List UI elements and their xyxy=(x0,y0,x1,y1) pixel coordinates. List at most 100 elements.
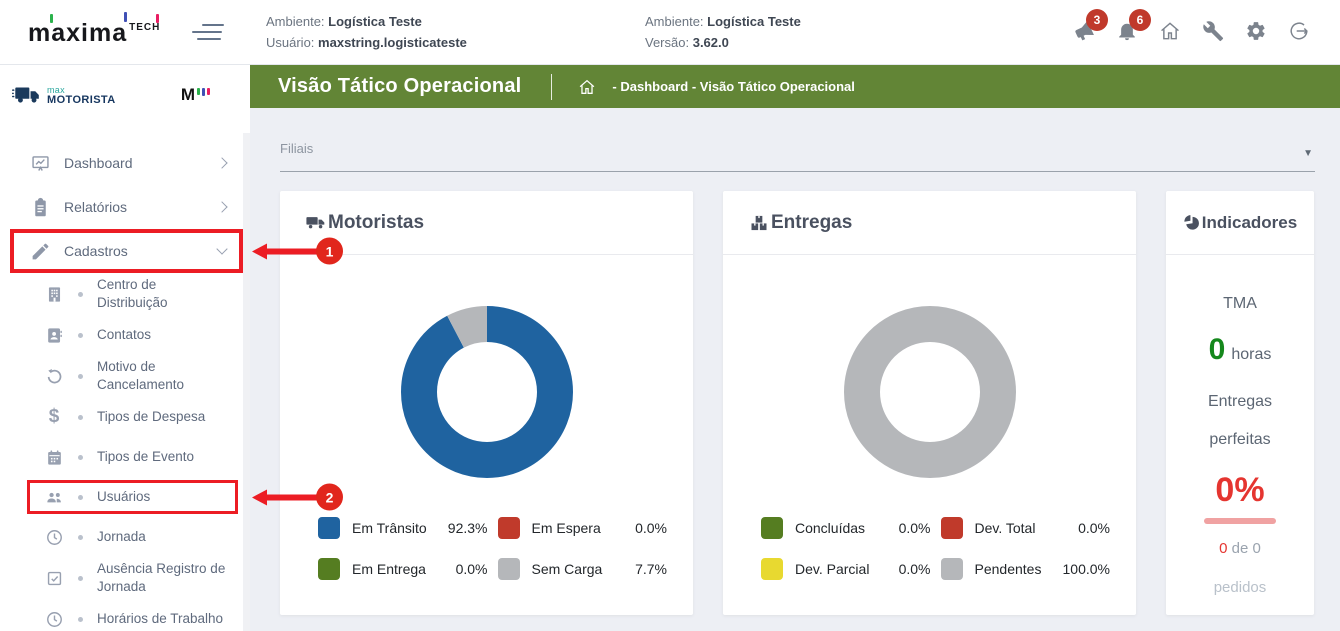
legend-label: Dev. Total xyxy=(974,520,1036,536)
logo-area: maxima TECH xyxy=(0,0,250,65)
environment-version-info: Ambiente: Logística Teste Versão: 3.62.0 xyxy=(645,11,801,53)
user-label: Usuário: xyxy=(266,35,315,50)
legend-swatch xyxy=(497,517,520,539)
legend-item: Em Espera 0.0% xyxy=(497,517,667,539)
home-icon xyxy=(1161,22,1179,40)
percent-underline-bar xyxy=(1204,518,1276,524)
sidebar-item-cadastros[interactable]: Cadastros 1 xyxy=(0,229,343,273)
home-button[interactable] xyxy=(1157,18,1183,44)
breadcrumb-home-icon[interactable] xyxy=(578,78,596,96)
environment-user-info: Ambiente: Logística Teste Usuário: maxst… xyxy=(266,11,467,53)
max-motorista-logo: max MOTORISTA xyxy=(12,84,116,106)
sidebar-item-motivo-de-cancelamento[interactable]: Motivo de Cancelamento xyxy=(0,355,250,397)
entregas-legend: Concluídas 0.0% Dev. Total 0.0% Dev. Par… xyxy=(723,487,1136,580)
legend-swatch xyxy=(497,558,520,580)
announcements-icon[interactable]: 3 xyxy=(1071,9,1108,44)
sidebar-item-ausencia-registro-jornada[interactable]: Ausência Registro de Jornada xyxy=(0,557,250,599)
legend-swatch xyxy=(318,558,340,580)
ratio-value: 0 xyxy=(1219,540,1228,557)
perfect-deliveries-line1: Entregas xyxy=(1207,393,1273,410)
legend-label: Em Espera xyxy=(531,520,601,536)
indicadores-card-header: Indicadores xyxy=(1166,191,1314,255)
logo-tick-green xyxy=(50,13,53,23)
legend-label: Pendentes xyxy=(974,561,1042,577)
sidebar-brand-row: max MOTORISTA M xyxy=(0,65,250,125)
version-value: 3.62.0 xyxy=(692,35,729,50)
sidebar-scrollbar[interactable] xyxy=(243,133,250,631)
submenu-label: Motivo de Cancelamento xyxy=(97,359,185,392)
sidebar-item-tipos-de-despesa[interactable]: $ Tipos de Despesa xyxy=(0,397,250,437)
tools-button[interactable] xyxy=(1200,18,1226,44)
submenu-bullet xyxy=(78,616,83,622)
titlebar-divider xyxy=(551,73,553,100)
env-label-2: Ambiente: xyxy=(645,14,704,29)
user-value: maxstring.logisticateste xyxy=(318,35,467,50)
legend-label: Sem Carga xyxy=(531,561,603,577)
sidebar: max MOTORISTA M Dashboard xyxy=(0,65,343,631)
sidebar-item-centro-de-distribuicao[interactable]: Centro de Distribuição xyxy=(0,273,250,315)
checkbox-icon xyxy=(43,567,65,589)
indicadores-card-title: Indicadores xyxy=(1201,212,1298,232)
perfect-deliveries-percent: 0% xyxy=(1215,471,1265,509)
truck-logo-icon xyxy=(12,87,39,103)
orders-unit: pedidos xyxy=(1213,579,1267,596)
building-icon xyxy=(43,283,65,305)
legend-item: Sem Carga 7.7% xyxy=(497,558,667,580)
sidebar-item-contatos[interactable]: Contatos xyxy=(0,315,250,355)
legend-value: 0.0% xyxy=(1078,520,1110,536)
legend-item: Dev. Total 0.0% xyxy=(940,517,1110,539)
announcements-badge: 3 xyxy=(1086,9,1108,31)
menu-toggle-icon[interactable] xyxy=(192,23,224,42)
sidebar-item-tipos-de-evento[interactable]: Tipos de Evento xyxy=(0,437,250,477)
motoristas-chart xyxy=(280,297,693,487)
legend-swatch xyxy=(318,517,340,539)
dashboard-icon xyxy=(28,151,52,175)
caret-down-icon: ▼ xyxy=(1303,148,1313,159)
submenu-bullet xyxy=(78,494,83,500)
filiais-label: Filiais xyxy=(280,141,314,156)
tma-value: 0 xyxy=(1208,333,1226,366)
legend-value: 7.7% xyxy=(635,561,667,577)
filiais-select[interactable]: Filiais ▼ xyxy=(280,140,1315,172)
main-content: Visão Tático Operacional - Dashboard - V… xyxy=(250,65,1340,631)
submenu-bullet xyxy=(78,454,83,460)
entregas-chart xyxy=(723,297,1136,487)
chevron-down-icon xyxy=(216,243,228,255)
undo-icon xyxy=(43,365,65,387)
logo-tick-pink xyxy=(156,13,159,23)
sidebar-item-jornada[interactable]: Jornada xyxy=(0,517,250,557)
motoristas-card: Motoristas Em Trânsi xyxy=(280,191,693,615)
notifications-icon[interactable]: 6 xyxy=(1114,9,1151,44)
settings-button[interactable] xyxy=(1243,18,1269,44)
sidebar-item-dashboard[interactable]: Dashboard xyxy=(0,141,250,185)
reports-icon xyxy=(28,195,52,219)
m-letter: M xyxy=(180,85,195,104)
logout-button[interactable] xyxy=(1286,18,1312,44)
chevron-right-icon xyxy=(216,201,228,213)
sidebar-item-usuarios[interactable]: Usuários 2 xyxy=(0,477,343,517)
submenu-label: Jornada xyxy=(97,529,146,544)
env-value-2: Logística Teste xyxy=(707,14,801,29)
m-mini-logo: M xyxy=(180,85,210,104)
sidebar-item-horarios-de-trabalho[interactable]: Horários de Trabalho xyxy=(0,599,250,631)
clock-icon xyxy=(43,608,65,630)
menu-label: Relatórios xyxy=(64,199,128,215)
sidebar-item-relatorios[interactable]: Relatórios xyxy=(0,185,250,229)
legend-swatch xyxy=(761,517,783,539)
submenu-bullet xyxy=(78,291,83,297)
orders-ratio: 0 de 0 xyxy=(1219,540,1261,557)
submenu-label: Horários de Trabalho xyxy=(97,611,224,626)
legend-swatch xyxy=(940,517,963,539)
entregas-card-header: Entregas xyxy=(723,191,1136,255)
legend-value: 0.0% xyxy=(455,561,488,577)
submenu-label: Tipos de Despesa xyxy=(97,409,206,424)
legend-label: Em Entrega xyxy=(352,561,426,577)
entregas-card: Entregas Concluídas xyxy=(723,191,1136,615)
motoristas-card-header: Motoristas xyxy=(280,191,693,255)
legend-label: Em Trânsito xyxy=(352,520,427,536)
calendar-icon xyxy=(43,446,65,468)
legend-item: Dev. Parcial 0.0% xyxy=(761,558,931,580)
indicadores-body: TMA 0 horas Entregas perfeitas 0% 0 de 0… xyxy=(1166,255,1314,596)
legend-value: 0.0% xyxy=(635,520,667,536)
legend-value: 100.0% xyxy=(1062,561,1110,577)
